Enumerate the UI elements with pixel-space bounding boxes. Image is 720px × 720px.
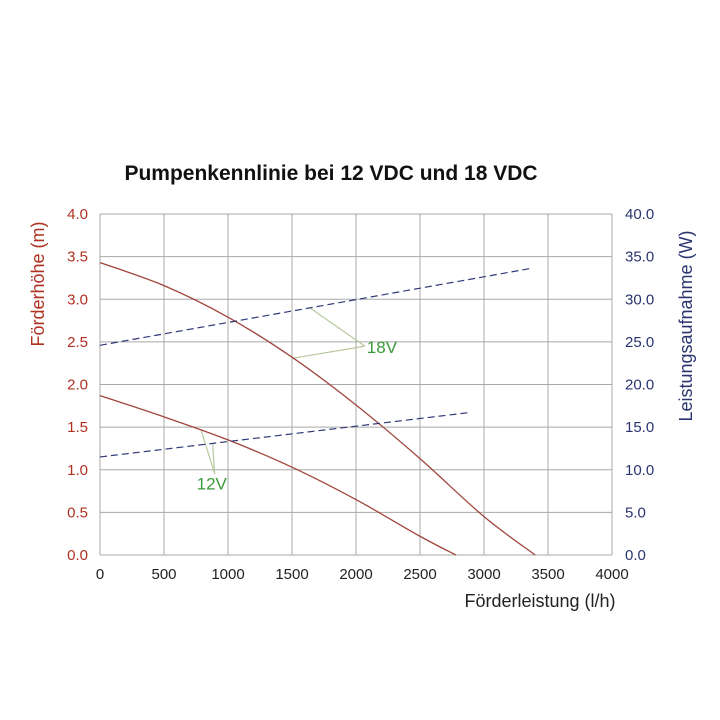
y-right-tick-label: 15.0 <box>625 419 654 436</box>
annotations: 18V 12V <box>197 338 398 494</box>
series-line-12v-power <box>99 412 469 458</box>
y-left-tick-label: 3.0 <box>67 291 88 308</box>
x-tick-label: 1500 <box>275 566 308 583</box>
series-layer <box>99 261 536 556</box>
x-tick-label: 3500 <box>531 566 564 583</box>
annotation-12v: 12V <box>197 475 228 494</box>
y-axis-right-label: Leistungsaufnahme (W) <box>676 230 696 421</box>
x-tick-label: 2000 <box>339 566 372 583</box>
x-tick-label: 2500 <box>403 566 436 583</box>
y-right-tick-label: 20.0 <box>625 377 654 394</box>
y-left-tick-label: 2.5 <box>67 334 88 351</box>
series-line-18v-head <box>99 261 536 556</box>
y-left-tick-label: 2.0 <box>67 377 88 394</box>
x-tick-label: 500 <box>151 566 176 583</box>
y-left-tick-label: 0.5 <box>67 504 88 521</box>
y-left-tick-label: 1.0 <box>67 462 88 479</box>
annotation-leader-lines <box>200 307 366 474</box>
series-line-12v-head <box>99 394 457 556</box>
grid <box>99 213 613 556</box>
y-right-tick-label: 30.0 <box>625 291 654 308</box>
annotation-leader-line <box>200 430 216 474</box>
annotation-leader-line <box>309 307 366 347</box>
x-tick-label: 1000 <box>211 566 244 583</box>
y-right-tick-label: 40.0 <box>625 206 654 223</box>
y-right-tick-label: 0.0 <box>625 547 646 564</box>
tick-labels: 0 500 1000 1500 2000 2500 3000 3500 4000 0.0 0.5 1.… <box>67 206 654 583</box>
annotation-leader-line <box>293 345 365 359</box>
y-axis-left-label: Förderhöhe (m) <box>28 221 48 346</box>
chart-title: Pumpenkennlinie bei 12 VDC und 18 VDC <box>124 162 537 185</box>
x-tick-label: 4000 <box>595 566 628 583</box>
y-right-tick-label: 5.0 <box>625 504 646 521</box>
y-right-tick-label: 25.0 <box>625 334 654 351</box>
y-left-tick-label: 1.5 <box>67 419 88 436</box>
series-line-18v-power <box>99 267 531 346</box>
y-left-tick-label: 0.0 <box>67 547 88 564</box>
x-axis-label: Förderleistung (l/h) <box>464 591 615 611</box>
y-left-tick-label: 3.5 <box>67 249 88 266</box>
y-left-tick-label: 4.0 <box>67 206 88 223</box>
y-right-tick-label: 10.0 <box>625 462 654 479</box>
y-right-tick-label: 35.0 <box>625 249 654 266</box>
annotation-leader-line <box>212 443 216 474</box>
x-tick-label: 0 <box>96 566 104 583</box>
x-tick-label: 3000 <box>467 566 500 583</box>
annotation-18v: 18V <box>367 338 398 357</box>
